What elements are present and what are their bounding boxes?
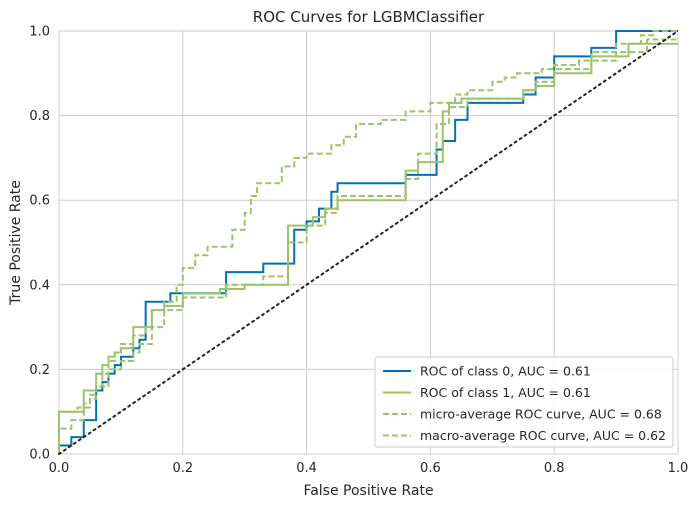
x-tick-label: 0.0 <box>49 461 70 476</box>
legend-label: ROC of class 0, AUC = 0.61 <box>420 364 591 379</box>
x-axis-ticks: 0.0 0.2 0.4 0.6 0.8 1.0 <box>49 461 689 476</box>
x-tick-label: 1.0 <box>668 461 689 476</box>
y-tick-label: 1.0 <box>29 25 50 40</box>
legend-label: macro-average ROC curve, AUC = 0.62 <box>420 428 666 443</box>
y-tick-label: 0.4 <box>29 278 50 293</box>
y-tick-label: 0.6 <box>29 194 50 209</box>
baseline-diagonal <box>58 30 679 455</box>
legend: ROC of class 0, AUC = 0.61 ROC of class 1… <box>374 356 674 448</box>
legend-label: micro-average ROC curve, AUC = 0.68 <box>420 407 662 422</box>
y-axis-label: True Positive Rate <box>8 180 24 306</box>
x-axis-label: False Positive Rate <box>303 483 433 499</box>
x-tick-label: 0.8 <box>544 461 565 476</box>
plot-area <box>58 30 679 455</box>
y-tick-label: 0.8 <box>29 109 50 124</box>
x-tick-label: 0.2 <box>172 461 193 476</box>
chart-title: ROC Curves for LGBMClassifier <box>253 8 485 26</box>
legend-box <box>374 356 674 448</box>
series-line-roc-of-class-0-auc-0-61 <box>58 30 678 454</box>
y-tick-label: 0.0 <box>29 448 50 463</box>
legend-label: ROC of class 1, AUC = 0.61 <box>420 385 591 400</box>
x-tick-label: 0.4 <box>296 461 317 476</box>
series-line-micro-average-roc-curve-auc-0-68 <box>58 30 678 454</box>
y-tick-label: 0.2 <box>29 363 50 378</box>
curves <box>58 30 679 455</box>
y-axis-ticks: 0.0 0.2 0.4 0.6 0.8 1.0 <box>29 25 50 463</box>
x-tick-label: 0.6 <box>420 461 441 476</box>
series-line-macro-average-roc-curve-auc-0-62 <box>58 38 678 454</box>
